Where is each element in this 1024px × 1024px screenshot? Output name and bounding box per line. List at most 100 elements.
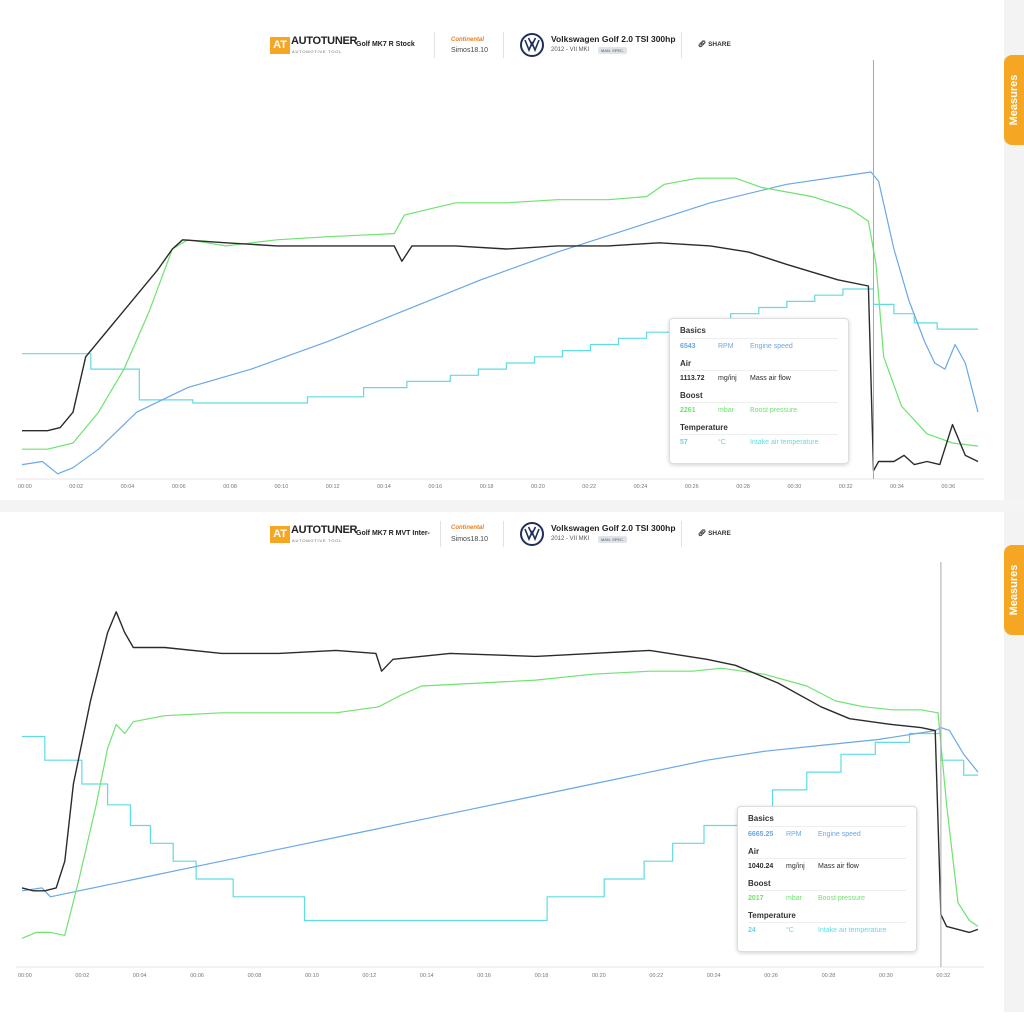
share-button[interactable]: 🔗︎ SHARE <box>698 40 731 48</box>
divider <box>680 402 838 403</box>
legend-group-temperature: Temperature <box>748 911 796 920</box>
air-description: Mass air flow <box>750 375 791 382</box>
divider <box>440 521 441 547</box>
legend-group-basics: Basics <box>680 326 706 335</box>
car-subtitle: 2012 - VII MKI <box>551 47 590 53</box>
rpm-unit: RPM <box>786 831 802 838</box>
temp-unit: °C <box>718 439 726 446</box>
car-title: Volkswagen Golf 2.0 TSI 300hp <box>551 34 676 44</box>
panel-header: AT AUTOTUNER AUTOMOTIVE TOOL Golf MK7 R … <box>0 0 1000 60</box>
x-tick-label: 00:12 <box>362 973 376 979</box>
ecu-model: Simos18.10 <box>451 47 488 54</box>
telemetry-chart[interactable]: 00:00 00:02 00:04 00:06 00:08 00:10 00:12 00:14… <box>0 512 1000 1012</box>
x-tick-label: 00:16 <box>477 973 491 979</box>
x-tick-label: 00:00 <box>18 484 32 490</box>
x-tick-label: 00:32 <box>936 973 950 979</box>
temp-description: Intake air temperature <box>750 439 819 446</box>
divider <box>680 434 838 435</box>
chart-panel-top: Measures AT AUTOTUNER AUTOMOTIVE TOOL Go… <box>0 0 1024 500</box>
share-button[interactable]: 🔗︎ SHARE <box>698 529 731 537</box>
boost-value: 2017 <box>748 895 764 902</box>
divider <box>748 922 906 923</box>
vehicle-name: Golf MK7 R Stock <box>356 41 415 48</box>
boost-description: Boost pressure <box>818 895 866 902</box>
x-tick-label: 00:30 <box>788 484 802 490</box>
x-tick-label: 00:28 <box>822 973 836 979</box>
air-series-line <box>22 239 979 472</box>
logo-sub: AUTOMOTIVE TOOL <box>292 49 343 54</box>
ecu-brand-logo: Continental <box>451 37 484 43</box>
air-description: Mass air flow <box>818 863 859 870</box>
x-tick-label: 00:02 <box>69 484 83 490</box>
share-label: SHARE <box>708 530 731 537</box>
measures-legend: Basics 6543 RPM Engine speed Air 1113.72… <box>669 318 849 464</box>
legend-group-temperature: Temperature <box>680 423 728 432</box>
x-tick-label: 00:34 <box>890 484 904 490</box>
divider <box>748 826 906 827</box>
rpm-value: 6665.25 <box>748 831 774 838</box>
x-tick-label: 00:22 <box>649 973 663 979</box>
x-tick-label: 00:28 <box>736 484 750 490</box>
divider <box>681 521 682 547</box>
x-tick-label: 00:12 <box>326 484 340 490</box>
divider <box>681 32 682 58</box>
logo-sub: AUTOMOTIVE TOOL <box>292 538 343 543</box>
x-tick-label: 00:08 <box>248 973 262 979</box>
telemetry-chart[interactable]: 00:00 00:02 00:04 00:06 00:08 00:10 00:12 00:14… <box>0 0 1000 500</box>
link-icon: 🔗︎ <box>698 530 707 537</box>
divider <box>748 890 906 891</box>
volkswagen-logo-icon <box>520 522 544 546</box>
temp-series-line <box>22 732 978 922</box>
measures-legend: Basics 6665.25 RPM Engine speed Air 1040… <box>737 806 917 952</box>
divider <box>680 370 838 371</box>
air-value: 1113.72 <box>680 375 705 382</box>
measures-tab[interactable]: Measures <box>1004 545 1024 635</box>
air-value: 1040.24 <box>748 863 774 870</box>
x-tick-label: 00:14 <box>377 484 391 490</box>
spec-badge: MAN. SPEC. <box>598 47 628 54</box>
legend-group-basics: Basics <box>748 814 774 823</box>
x-tick-label: 00:24 <box>707 973 721 979</box>
air-unit: mg/inj <box>718 375 737 382</box>
x-tick-label: 00:26 <box>685 484 699 490</box>
vehicle-name: Golf MK7 R MVT Inter- <box>356 530 430 537</box>
x-tick-label: 00:02 <box>75 973 89 979</box>
x-tick-label: 00:24 <box>634 484 648 490</box>
legend-group-air: Air <box>748 847 760 856</box>
right-sidebar <box>1004 512 1024 1012</box>
boost-description: Boost pressure <box>750 407 798 414</box>
volkswagen-logo-icon <box>520 33 544 57</box>
x-tick-label: 00:32 <box>839 484 853 490</box>
x-tick-label: 00:18 <box>535 973 549 979</box>
boost-series-line <box>21 667 979 939</box>
rpm-unit: RPM <box>718 343 734 350</box>
ecu-brand-logo: Continental <box>451 525 484 531</box>
divider <box>434 32 435 58</box>
x-tick-label: 00:06 <box>172 484 186 490</box>
autotuner-logo-icon: AT <box>270 37 290 54</box>
x-tick-label: 00:20 <box>531 484 545 490</box>
panel-header: AT AUTOTUNER AUTOMOTIVE TOOL Golf MK7 R … <box>0 512 1000 572</box>
chart-panel-bottom: Measures AT AUTOTUNER AUTOMOTIVE TOOL Go… <box>0 512 1024 1012</box>
boost-unit: mbar <box>786 895 802 902</box>
ecu-model: Simos18.10 <box>451 536 488 543</box>
x-tick-label: 00:26 <box>764 973 778 979</box>
boost-value: 2261 <box>680 407 696 414</box>
car-subtitle: 2012 - VII MKI <box>551 536 590 542</box>
divider <box>503 521 504 547</box>
share-label: SHARE <box>708 41 731 48</box>
rpm-description: Engine speed <box>818 831 861 838</box>
x-tick-label: 00:30 <box>879 973 893 979</box>
divider <box>680 338 838 339</box>
x-tick-label: 00:08 <box>223 484 237 490</box>
measures-tab[interactable]: Measures <box>1004 55 1024 145</box>
car-title: Volkswagen Golf 2.0 TSI 300hp <box>551 523 676 533</box>
x-tick-label: 00:10 <box>275 484 289 490</box>
temp-description: Intake air temperature <box>818 927 887 934</box>
measures-label: Measures <box>1008 564 1020 616</box>
divider <box>748 858 906 859</box>
rpm-value: 6543 <box>680 343 696 350</box>
legend-group-boost: Boost <box>680 391 703 400</box>
boost-series-line <box>22 177 979 450</box>
panel-separator <box>0 500 1024 512</box>
